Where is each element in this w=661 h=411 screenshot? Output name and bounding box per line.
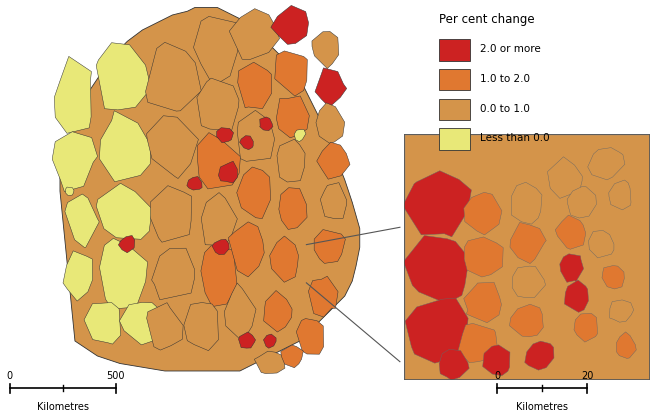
- Text: Kilometres: Kilometres: [37, 402, 89, 411]
- Text: 2.0 or more: 2.0 or more: [480, 44, 541, 54]
- Polygon shape: [574, 313, 598, 342]
- Polygon shape: [260, 117, 273, 131]
- Text: 0: 0: [494, 372, 500, 381]
- Polygon shape: [120, 302, 165, 345]
- Text: 0: 0: [7, 372, 13, 381]
- Polygon shape: [588, 148, 625, 180]
- Polygon shape: [97, 43, 151, 110]
- Polygon shape: [458, 323, 497, 363]
- Polygon shape: [217, 128, 233, 143]
- Polygon shape: [118, 236, 135, 253]
- Polygon shape: [54, 56, 91, 133]
- Polygon shape: [525, 341, 554, 370]
- Polygon shape: [60, 7, 360, 371]
- Polygon shape: [151, 186, 192, 242]
- Polygon shape: [309, 276, 338, 317]
- Text: Per cent change: Per cent change: [439, 13, 535, 26]
- Polygon shape: [237, 110, 274, 161]
- Polygon shape: [312, 31, 339, 69]
- Bar: [439, 39, 471, 61]
- Polygon shape: [560, 254, 584, 282]
- Polygon shape: [264, 291, 292, 332]
- Polygon shape: [228, 222, 264, 277]
- Polygon shape: [145, 42, 201, 111]
- Text: 500: 500: [106, 372, 125, 381]
- Polygon shape: [464, 192, 502, 235]
- Polygon shape: [405, 298, 468, 363]
- Polygon shape: [239, 332, 255, 348]
- Polygon shape: [100, 238, 147, 309]
- Polygon shape: [609, 300, 634, 322]
- Polygon shape: [237, 167, 270, 219]
- Polygon shape: [564, 280, 588, 312]
- Polygon shape: [254, 351, 285, 374]
- Polygon shape: [147, 302, 183, 350]
- Polygon shape: [547, 157, 582, 199]
- Polygon shape: [464, 237, 503, 277]
- Text: 0.0 to 1.0: 0.0 to 1.0: [480, 104, 530, 113]
- Polygon shape: [239, 136, 253, 150]
- Polygon shape: [617, 332, 637, 358]
- Bar: [439, 69, 471, 90]
- Polygon shape: [65, 187, 74, 196]
- Polygon shape: [512, 182, 542, 224]
- Polygon shape: [439, 349, 469, 380]
- Polygon shape: [609, 180, 631, 210]
- Polygon shape: [555, 215, 586, 249]
- Polygon shape: [184, 302, 218, 351]
- Polygon shape: [63, 251, 93, 301]
- Polygon shape: [264, 334, 276, 348]
- Polygon shape: [567, 187, 596, 218]
- Polygon shape: [201, 193, 237, 245]
- Text: 1.0 to 2.0: 1.0 to 2.0: [480, 74, 530, 84]
- Polygon shape: [279, 188, 307, 229]
- Polygon shape: [212, 239, 229, 254]
- Polygon shape: [510, 304, 543, 337]
- Polygon shape: [229, 9, 280, 60]
- Bar: [439, 128, 471, 150]
- Polygon shape: [198, 133, 241, 189]
- Polygon shape: [277, 139, 305, 182]
- Polygon shape: [403, 236, 469, 303]
- Polygon shape: [201, 246, 237, 307]
- Polygon shape: [97, 183, 152, 239]
- Polygon shape: [187, 177, 202, 190]
- Text: Less than 0.0: Less than 0.0: [480, 133, 550, 143]
- Polygon shape: [602, 266, 624, 289]
- Polygon shape: [512, 266, 545, 298]
- Polygon shape: [296, 319, 324, 354]
- Polygon shape: [276, 96, 309, 138]
- Polygon shape: [84, 302, 121, 344]
- Polygon shape: [271, 5, 309, 44]
- Polygon shape: [151, 248, 194, 300]
- Polygon shape: [403, 171, 471, 237]
- Polygon shape: [197, 78, 239, 130]
- Polygon shape: [464, 282, 502, 323]
- Polygon shape: [65, 194, 99, 247]
- Polygon shape: [281, 345, 303, 368]
- Polygon shape: [314, 230, 346, 263]
- Polygon shape: [275, 51, 307, 96]
- Text: 20: 20: [581, 372, 593, 381]
- Text: Kilometres: Kilometres: [516, 402, 568, 411]
- Polygon shape: [270, 236, 299, 282]
- Polygon shape: [99, 111, 151, 182]
- Polygon shape: [317, 142, 350, 179]
- Polygon shape: [483, 345, 510, 376]
- Polygon shape: [321, 182, 346, 218]
- Polygon shape: [294, 129, 306, 142]
- Polygon shape: [510, 222, 546, 263]
- Polygon shape: [238, 62, 272, 109]
- Polygon shape: [52, 132, 98, 192]
- Polygon shape: [147, 116, 198, 178]
- Polygon shape: [218, 161, 237, 183]
- Polygon shape: [316, 103, 345, 143]
- Bar: [439, 99, 471, 120]
- Polygon shape: [224, 283, 256, 340]
- Polygon shape: [194, 16, 240, 86]
- Polygon shape: [588, 231, 614, 258]
- Polygon shape: [315, 68, 347, 107]
